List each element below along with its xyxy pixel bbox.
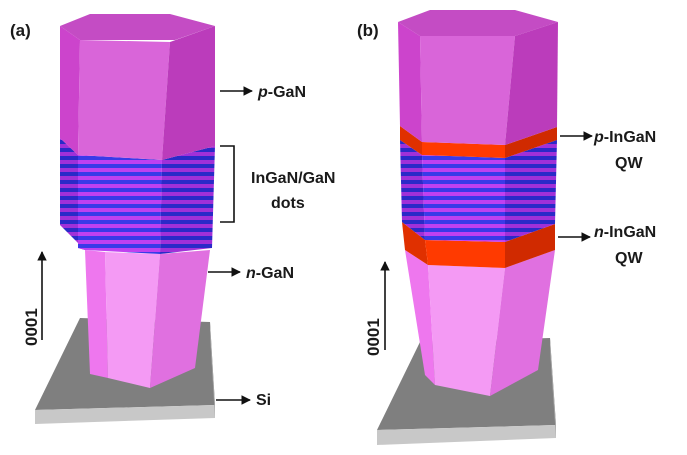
- label-n-qw: QW: [615, 250, 643, 267]
- label-active-line2: dots: [271, 195, 305, 212]
- label-n-ingan: n-InGaN: [594, 224, 656, 241]
- panel-a: (a) p-GaN: [10, 14, 335, 424]
- panel-a-n-gan: [85, 250, 210, 388]
- label-p-qw: QW: [615, 155, 643, 172]
- panel-a-label: (a): [10, 21, 31, 40]
- panel-b-p-qw: [400, 126, 557, 158]
- panel-b-p-gan: [398, 10, 558, 145]
- label-si: Si: [256, 392, 271, 409]
- panel-a-active-region: [60, 138, 215, 254]
- axis-label-a: 0001: [22, 308, 41, 346]
- panel-b-label: (b): [357, 21, 379, 40]
- label-p-gan: p-GaN: [257, 84, 306, 101]
- panel-a-p-gan: [60, 14, 215, 160]
- label-p-ingan: p-InGaN: [593, 129, 656, 146]
- panel-b-stripes: [400, 140, 557, 242]
- panel-b-n-gan: [405, 250, 555, 396]
- label-n-gan: n-GaN: [246, 265, 294, 282]
- panel-b: (b): [357, 10, 656, 445]
- axis-label-b: 0001: [364, 318, 383, 356]
- active-bracket: [220, 145, 235, 223]
- panel-b-n-qw: [402, 222, 555, 268]
- label-active-line1: InGaN/GaN: [251, 170, 335, 187]
